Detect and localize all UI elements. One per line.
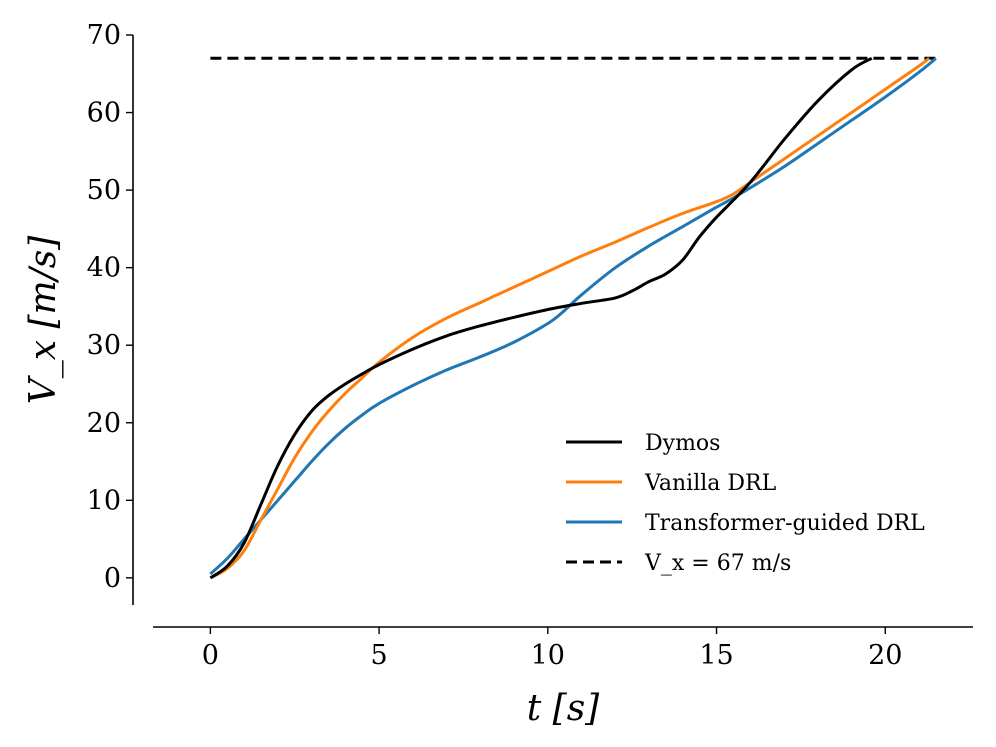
- plot-area: [209, 56, 937, 580]
- x-tick-label: 0: [202, 640, 219, 671]
- y-tick-label: 10: [87, 485, 121, 516]
- y-tick-label: 50: [87, 175, 121, 206]
- axes: 0 10 20 30 40 50 60 70 0 5 10 15 20: [87, 20, 973, 671]
- x-tick-label: 10: [531, 640, 565, 671]
- x-axis-title: t [s]: [527, 688, 600, 729]
- legend-label: Dymos: [645, 431, 720, 456]
- legend-label: V_x = 67 m/s: [644, 551, 791, 576]
- legend-label: Vanilla DRL: [644, 471, 777, 496]
- y-tick-label: 70: [87, 20, 121, 51]
- legend-label: Transformer-guided DRL: [645, 511, 925, 536]
- series-line-1: [209, 57, 931, 580]
- y-tick-label: 20: [87, 408, 121, 439]
- axis-titles: t [s] V_x [m/s]: [23, 235, 600, 729]
- legend: Dymos Vanilla DRL Transformer-guided DRL V_…: [566, 431, 925, 576]
- x-tick-label: 20: [868, 640, 902, 671]
- x-tick-label: 5: [370, 640, 387, 671]
- y-axis-title: V_x [m/s]: [23, 235, 64, 405]
- x-tick-label: 15: [699, 640, 733, 671]
- y-tick-label: 60: [87, 98, 121, 129]
- series-line-2: [209, 57, 937, 576]
- y-tick-label: 30: [87, 330, 121, 361]
- y-tick-label: 0: [104, 563, 121, 594]
- y-tick-label: 40: [87, 253, 121, 284]
- series-line-0: [209, 56, 873, 580]
